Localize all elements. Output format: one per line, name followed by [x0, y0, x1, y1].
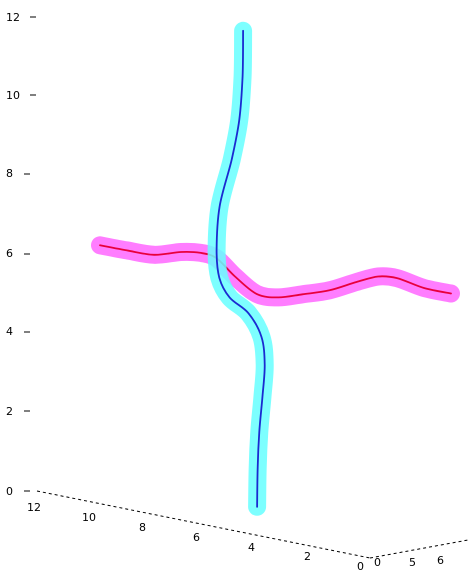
- x-tick-label: 10: [82, 511, 96, 524]
- x-tick-label: 2: [304, 550, 311, 563]
- z-tick-label: 10: [6, 89, 20, 102]
- axes: 0 2 4 6 8 10 12 12 10 8 6 4 2 0 0: [6, 11, 468, 572]
- z-tick-label: 4: [6, 325, 13, 338]
- y-tick-label: 5: [409, 556, 416, 569]
- x-axis-ticks: 12 10 8 6 4 2 0: [27, 501, 364, 572]
- z-tick-label: 6: [6, 247, 13, 260]
- series-2-line: [215, 29, 266, 508]
- x-tick-label: 6: [193, 531, 200, 544]
- z-tick-label: 8: [6, 167, 13, 180]
- z-tick-label: 0: [6, 485, 13, 498]
- z-axis-ticks: 0 2 4 6 8 10 12: [6, 11, 36, 498]
- series-2: [207, 21, 274, 516]
- series-1-glow: [91, 236, 460, 307]
- x-tick-label: 4: [248, 541, 255, 554]
- y-tick-label: 0: [374, 556, 381, 569]
- x-axis-line: [36, 490, 371, 559]
- series-1: [91, 236, 460, 307]
- x-tick-label: 0: [357, 560, 364, 572]
- y-axis-ticks: 0 5 6: [374, 554, 444, 569]
- z-tick-label: 12: [6, 11, 20, 24]
- x-tick-label: 12: [27, 501, 41, 514]
- series-layer: [91, 21, 460, 516]
- z-tick-label: 2: [6, 405, 13, 418]
- series-1-line: [99, 244, 452, 299]
- y-tick-label: 6: [437, 554, 444, 567]
- x-tick-label: 8: [139, 521, 146, 534]
- y-axis-line: [369, 539, 468, 559]
